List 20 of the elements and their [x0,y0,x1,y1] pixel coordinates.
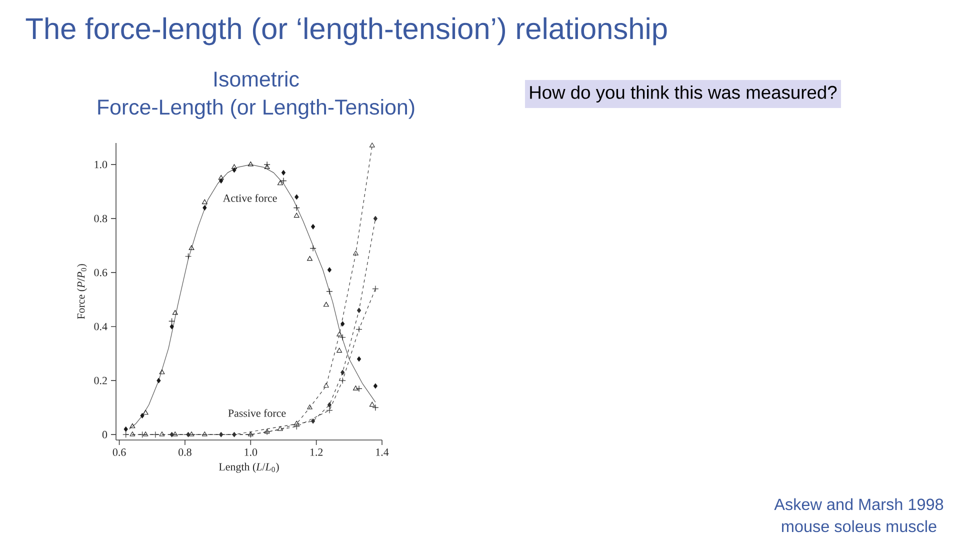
y-tick-label: 0.2 [94,376,107,384]
text: Askew and Marsh 1998 [774,498,944,510]
x-tick-label: 1.0 [244,448,258,456]
y-tick-label: 0 [102,430,108,438]
y-tick-label: 1.0 [94,160,108,168]
chart-title: Isometric [214,70,299,87]
text: mouse soleus muscle [782,520,936,532]
annotation: Passive force [228,409,286,417]
y-tick-label: 0.6 [94,268,108,276]
x-tick-label: 1.4 [376,448,389,456]
text: How do you think this was measured? [530,85,837,103]
text: The force-length (or ‘length-tension’) relationship [26,17,667,46]
annotation: Active force [222,194,277,202]
x-tick-label: 1.2 [310,448,323,456]
y-tick-label: 0.8 [94,214,108,222]
x-tick-label: 0.6 [112,448,126,456]
chart-subtitle: Force-Length (or Length-Tension) [98,98,414,119]
x-axis-title: Length (L/L$_{0}$) [218,462,279,473]
x-tick-label: 0.8 [178,448,192,456]
y-tick-label: 0.4 [94,322,108,330]
